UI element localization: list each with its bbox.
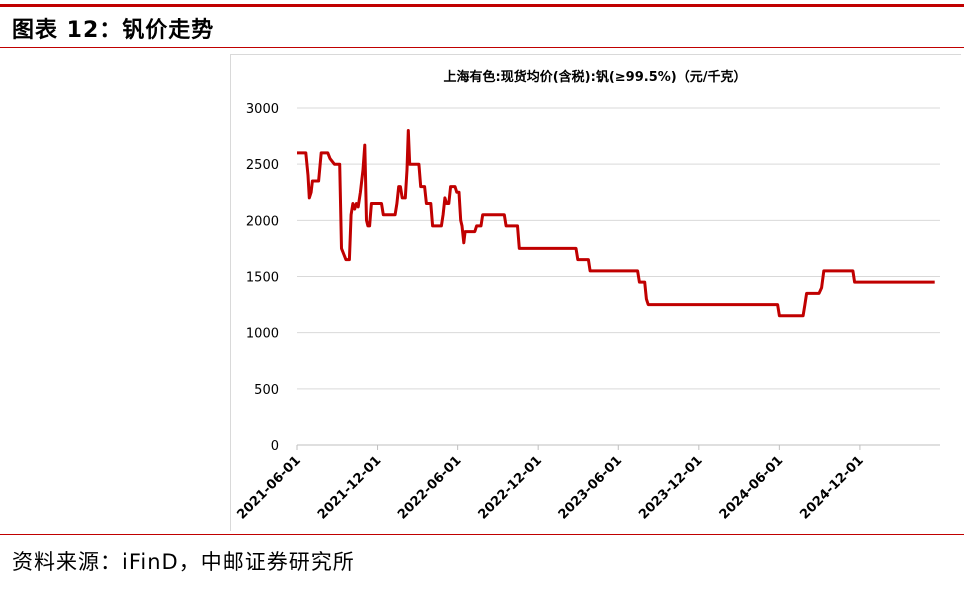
x-tick-label: 2022-06-01 xyxy=(395,453,464,522)
x-tick-label: 2021-06-01 xyxy=(234,453,303,522)
y-tick-label: 2500 xyxy=(246,158,279,173)
x-tick-label: 2023-12-01 xyxy=(636,453,705,522)
chart-frame xyxy=(230,54,961,531)
y-tick-label: 2000 xyxy=(246,214,279,229)
y-tick-label: 1500 xyxy=(246,271,279,286)
figure-title: 图表 12：钒价走势 xyxy=(12,18,215,43)
gridlines xyxy=(297,107,940,390)
bottom-rule xyxy=(0,534,964,535)
y-tick-label: 1000 xyxy=(246,327,279,342)
series-line-vanadium-price xyxy=(297,129,935,318)
x-tick-label: 2024-06-01 xyxy=(717,453,786,522)
y-tick-label: 500 xyxy=(254,383,279,398)
chart-title: 上海有色:现货均价(含税):钒(≥99.5%)（元/千克） xyxy=(444,69,747,85)
x-axis-ticks: 2021-06-01 2021-12-01 2022-06-01 2022-12-01… xyxy=(234,445,867,523)
top-accent-rule xyxy=(0,4,964,7)
y-tick-label: 0 xyxy=(271,439,279,454)
x-tick-label: 2021-12-01 xyxy=(315,453,384,522)
plot-area xyxy=(297,129,935,318)
y-tick-label: 3000 xyxy=(246,102,279,117)
x-tick-label: 2024-12-01 xyxy=(797,453,866,522)
x-tick-label: 2023-06-01 xyxy=(556,453,625,522)
title-divider xyxy=(0,47,964,48)
x-tick-label: 2022-12-01 xyxy=(476,453,545,522)
source-note: 资料来源：iFinD，中邮证券研究所 xyxy=(12,550,355,574)
y-axis-ticks: 0 500 1000 1500 2000 2500 3000 xyxy=(246,102,279,454)
